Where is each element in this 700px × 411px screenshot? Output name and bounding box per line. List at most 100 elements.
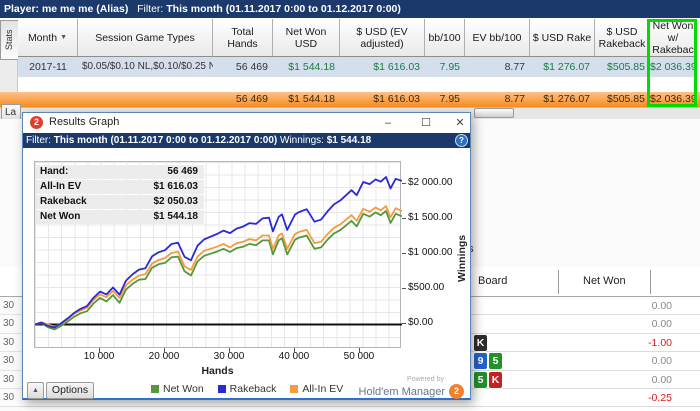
y-tick-label: $1 000.00 xyxy=(408,247,453,259)
hands-table-row[interactable]: -0.62 xyxy=(22,407,700,411)
info-value: 56 469 xyxy=(167,166,198,177)
y-axis-title: Winnings xyxy=(456,234,468,282)
stats-cell-hands: 56 469 xyxy=(213,57,273,77)
legend-swatch-icon xyxy=(290,385,299,393)
player-value: me me me (Alias) xyxy=(41,3,129,15)
column-header-month[interactable]: Month ▼ xyxy=(18,19,78,57)
card-9-diamond: 9 xyxy=(474,353,487,370)
y-tick-mark xyxy=(402,288,406,290)
x-tick-mark xyxy=(163,348,165,352)
y-tick-label: $2 000.00 xyxy=(408,177,453,189)
x-tick-label: 10 000 xyxy=(83,351,115,362)
net-won-column-header[interactable]: Net Won xyxy=(583,275,626,287)
y-tick-label: $0.00 xyxy=(408,317,434,329)
left-strip-row: 30 xyxy=(0,297,22,316)
options-button[interactable]: Options xyxy=(46,382,94,399)
info-value: $1 616.03 xyxy=(153,181,199,192)
column-header-rake[interactable]: $ USD Rake xyxy=(530,19,595,57)
window-title: Results Graph xyxy=(49,116,120,128)
info-row-netwon: Net Won $1 544.18 xyxy=(36,210,204,224)
net-won-value: 0.00 xyxy=(651,300,672,312)
card-K-spade: K xyxy=(474,334,487,351)
y-tick-mark xyxy=(402,218,406,220)
left-strip-row: 30 xyxy=(0,333,22,353)
legend-item-net-won[interactable]: Net Won xyxy=(151,383,204,395)
legend-item-rakeback[interactable]: Rakeback xyxy=(217,383,277,395)
x-tick-mark xyxy=(293,348,295,352)
stats-table: Stats Month ▼ Session Game Types Total Hand… xyxy=(0,18,700,107)
column-header-ev_bb100[interactable]: EV bb/100 xyxy=(465,19,530,57)
x-tick-mark xyxy=(228,348,230,352)
y-tick-mark xyxy=(402,253,406,255)
player-label: Player: xyxy=(4,3,40,15)
collapse-button[interactable]: ▲ xyxy=(27,382,44,399)
legend-swatch-icon xyxy=(151,385,159,393)
chart-series-svg xyxy=(35,176,402,331)
graph-filter-label: Filter: xyxy=(26,135,51,146)
totals-cell-hands: 56 469 xyxy=(235,93,268,105)
chart-legend: Net Won Rakeback All-In EV xyxy=(151,383,343,395)
results-graph-window: 2 Results Graph – ☐ ✕ Filter: This month… xyxy=(22,112,471,400)
legend-label: Rakeback xyxy=(229,383,277,395)
stats-cell-net_won_rb: $2 036.39 xyxy=(650,57,697,77)
stats-tab[interactable]: Stats xyxy=(0,20,18,60)
y-tick-label: $500.00 xyxy=(408,282,445,294)
totals-cell-net_won_rb: $2 036.39 xyxy=(650,93,697,105)
net-won-value: 0.00 xyxy=(651,355,672,368)
stats-cell-net_won: $1 544.18 xyxy=(273,57,340,77)
column-header-hands[interactable]: Total Hands xyxy=(213,19,273,57)
y-tick-mark xyxy=(402,183,406,185)
winnings-value: $1 544.18 xyxy=(326,135,372,146)
stats-cell-rakeback: $505.85 xyxy=(595,57,650,77)
column-header-bb100[interactable]: bb/100 xyxy=(425,19,465,57)
minimize-button[interactable]: – xyxy=(384,117,392,129)
column-header-net_won_rb[interactable]: Net Won w/ Rakebac xyxy=(650,19,697,57)
winnings-label: Winnings: xyxy=(280,135,324,146)
board-cards: K xyxy=(474,334,487,351)
graph-filter-bar: Filter: This month (01.11.2017 0:00 to 0… xyxy=(23,133,470,148)
close-icon[interactable]: ✕ xyxy=(455,117,465,129)
info-label: Net Won xyxy=(40,211,81,222)
stats-cell-rake: $1 276.07 xyxy=(530,57,595,77)
info-label: All-In EV xyxy=(40,181,82,192)
info-row-rakeback: Rakeback $2 050.03 xyxy=(36,195,204,209)
card-5-club: 5 xyxy=(489,353,502,370)
column-header-rakeback[interactable]: $ USD Rakeback xyxy=(595,19,650,57)
scrollbar-thumb[interactable] xyxy=(474,108,514,118)
left-strip-row: 30 xyxy=(0,407,22,411)
left-strip-row: 30 xyxy=(0,315,22,334)
left-strip-row: 30 xyxy=(0,389,22,408)
column-header-ev_adj[interactable]: $ USD (EV adjusted) xyxy=(340,19,425,57)
net-won-value: 0.00 xyxy=(651,318,672,331)
net-won-value: -0.62 xyxy=(580,407,672,411)
info-row-hand: Hand: 56 469 xyxy=(36,165,204,179)
window-titlebar[interactable]: 2 Results Graph – ☐ ✕ xyxy=(23,113,470,133)
info-label: Rakeback xyxy=(40,196,87,207)
player-filter-bar: Player: me me me (Alias) Filter: This mo… xyxy=(0,0,700,18)
stats-cell-games: $0.05/$0.10 NL,$0.10/$0.25 N xyxy=(78,57,213,77)
column-header-games[interactable]: Session Game Types xyxy=(78,19,213,57)
x-tick-label: 20 000 xyxy=(148,351,180,362)
column-divider xyxy=(650,270,651,294)
legend-item-all-in-ev[interactable]: All-In EV xyxy=(290,383,343,395)
hm2-brand-badge: 2 xyxy=(449,384,464,399)
info-value: $2 050.03 xyxy=(153,196,199,207)
x-tick-label: 50 000 xyxy=(343,351,375,362)
legend-label: Net Won xyxy=(163,383,204,395)
series-line-all-in-ev xyxy=(35,205,402,328)
x-tick-mark xyxy=(98,348,100,352)
stats-cell-bb100: 7.95 xyxy=(425,57,465,77)
maximize-button[interactable]: ☐ xyxy=(421,117,431,129)
totals-cell-rakeback: $505.85 xyxy=(607,93,645,105)
board-column-header[interactable]: Board xyxy=(478,275,508,287)
totals-cell-ev_adj: $1 616.03 xyxy=(373,93,420,105)
x-tick-label: 30 000 xyxy=(213,351,245,362)
graph-filter-value: This month (01.11.2017 0:00 to 01.12.201… xyxy=(53,135,278,146)
chart-info-box: Hand: 56 469 All-In EV $1 616.03 Rakeback $2 … xyxy=(36,165,204,225)
column-header-net_won[interactable]: Net Won USD xyxy=(273,19,340,57)
sort-dropdown-icon[interactable]: ▼ xyxy=(60,33,68,41)
left-strip-row: 30 xyxy=(0,370,22,389)
help-icon[interactable]: ? xyxy=(456,135,467,146)
